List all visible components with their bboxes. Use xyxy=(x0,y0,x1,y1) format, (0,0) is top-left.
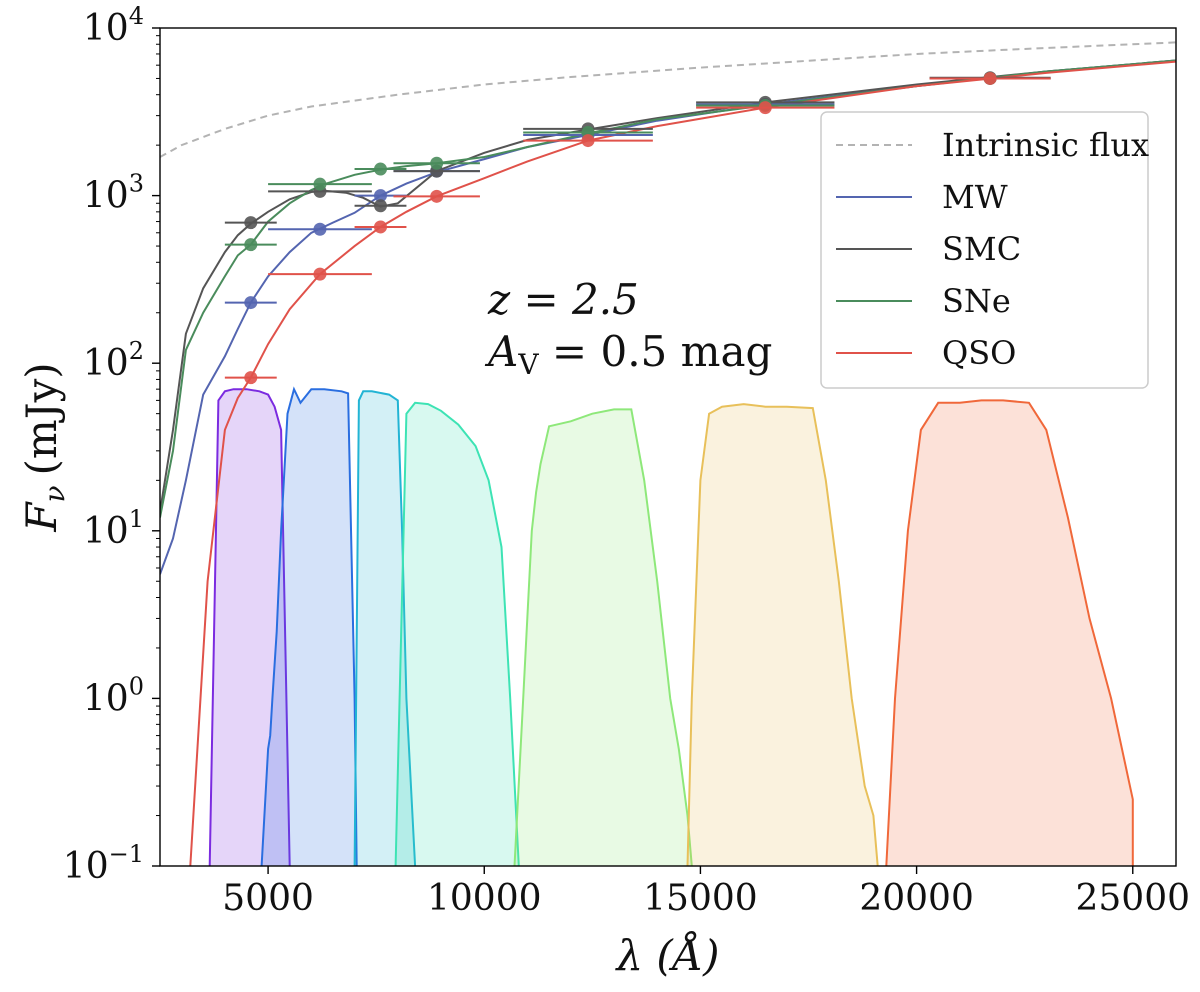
annotation-redshift: z = 2.5 xyxy=(487,275,639,324)
photometry-point-sne-2 xyxy=(268,177,372,191)
photometry-point-sne-1 xyxy=(224,238,277,252)
legend-item-smc: SMC xyxy=(836,230,1021,268)
legend-label: Intrinsic flux xyxy=(942,126,1149,164)
data-marker xyxy=(373,220,387,234)
photometry-point-smc-1 xyxy=(224,216,277,230)
photometry-point-sne-4 xyxy=(393,156,480,170)
filter-band-3-fill xyxy=(354,391,416,866)
axis-ticks: 5000 10000 15000 20000 25000 10−1 100 101 102 103… xyxy=(63,2,1190,919)
x-axis-label: λ (Å) xyxy=(614,930,719,980)
photometry-point-qso-5 xyxy=(523,134,653,148)
data-marker xyxy=(373,189,387,203)
y-tick-label: 101 xyxy=(83,505,144,552)
legend-item-mw: MW xyxy=(836,178,1008,216)
photometry-point-mw-1 xyxy=(224,296,277,310)
filter-band-6-fill xyxy=(687,404,878,866)
filter-band-1-fill xyxy=(209,389,290,866)
series-line-qso xyxy=(189,60,1176,866)
filter-transmission-curves xyxy=(208,386,1134,866)
y-tick-label: 100 xyxy=(83,672,144,719)
legend-item-intrinsic-flux: Intrinsic flux xyxy=(836,126,1149,164)
photometry-point-qso-4 xyxy=(393,189,480,203)
photometry-point-qso-7 xyxy=(929,71,1051,85)
annotation: z = 2.5 AV = 0.5 mag xyxy=(484,275,772,381)
x-tick-label: 20000 xyxy=(859,878,974,919)
y-axis-label: Fν(mJy) xyxy=(17,362,71,532)
legend-box xyxy=(820,111,1149,389)
annotation-extinction: AV = 0.5 mag xyxy=(484,327,772,381)
y-tick-label: 10−1 xyxy=(63,840,144,887)
legend-label: QSO xyxy=(942,334,1016,372)
series-line-smc xyxy=(160,59,1176,512)
y-tick-label: 103 xyxy=(83,170,144,217)
photometry-point-qso-2 xyxy=(268,267,372,281)
legend-label: SMC xyxy=(942,230,1021,268)
x-tick-label: 15000 xyxy=(643,878,758,919)
photometry-point-qso-1 xyxy=(224,371,277,385)
x-tick-label: 25000 xyxy=(1076,878,1191,919)
data-marker xyxy=(244,238,258,252)
filter-band-1-curve xyxy=(208,388,291,866)
photometry-point-sne-3 xyxy=(354,162,407,176)
data-marker xyxy=(581,134,595,148)
data-marker xyxy=(244,296,258,310)
plot-frame xyxy=(159,27,1177,867)
photometry-points xyxy=(224,71,1051,385)
legend-item-qso: QSO xyxy=(836,334,1016,372)
data-marker xyxy=(313,177,327,191)
filter-band-7-fill xyxy=(886,400,1133,866)
data-marker xyxy=(373,162,387,176)
data-marker xyxy=(313,267,327,281)
legend-item-sne: SNe xyxy=(836,282,1011,320)
x-tick-label: 10000 xyxy=(427,878,542,919)
series-line-intrinsic-flux xyxy=(160,41,1176,158)
filter-band-5-curve xyxy=(513,408,693,866)
photometry-point-smc-3 xyxy=(354,199,407,213)
legend-label: MW xyxy=(942,178,1008,216)
filter-band-5-fill xyxy=(514,409,692,866)
data-marker xyxy=(983,71,997,85)
data-marker xyxy=(244,371,258,385)
series-line-sne xyxy=(160,59,1176,518)
filter-band-7-curve xyxy=(885,399,1134,866)
data-marker xyxy=(313,222,327,236)
filter-band-2-curve xyxy=(260,386,358,866)
data-marker xyxy=(430,189,444,203)
y-tick-label: 102 xyxy=(83,337,144,384)
data-marker xyxy=(373,199,387,213)
filter-band-2-fill xyxy=(261,389,357,866)
data-marker xyxy=(244,216,258,230)
photometry-point-qso-6 xyxy=(696,101,835,115)
data-marker xyxy=(430,156,444,170)
model-sed-lines xyxy=(160,41,1176,866)
photometry-point-qso-3 xyxy=(354,220,407,234)
filter-band-3-curve xyxy=(353,390,417,866)
legend: Intrinsic flux MW SMC SNe QSO xyxy=(820,111,1149,389)
legend-label: SNe xyxy=(942,282,1011,320)
filter-band-4-curve xyxy=(394,401,520,866)
filter-band-4-fill xyxy=(395,402,519,866)
photometry-point-mw-2 xyxy=(268,222,372,236)
x-tick-label: 5000 xyxy=(222,878,314,919)
y-tick-label: 104 xyxy=(83,2,144,49)
data-marker xyxy=(758,101,772,115)
filter-band-6-curve xyxy=(686,403,879,866)
